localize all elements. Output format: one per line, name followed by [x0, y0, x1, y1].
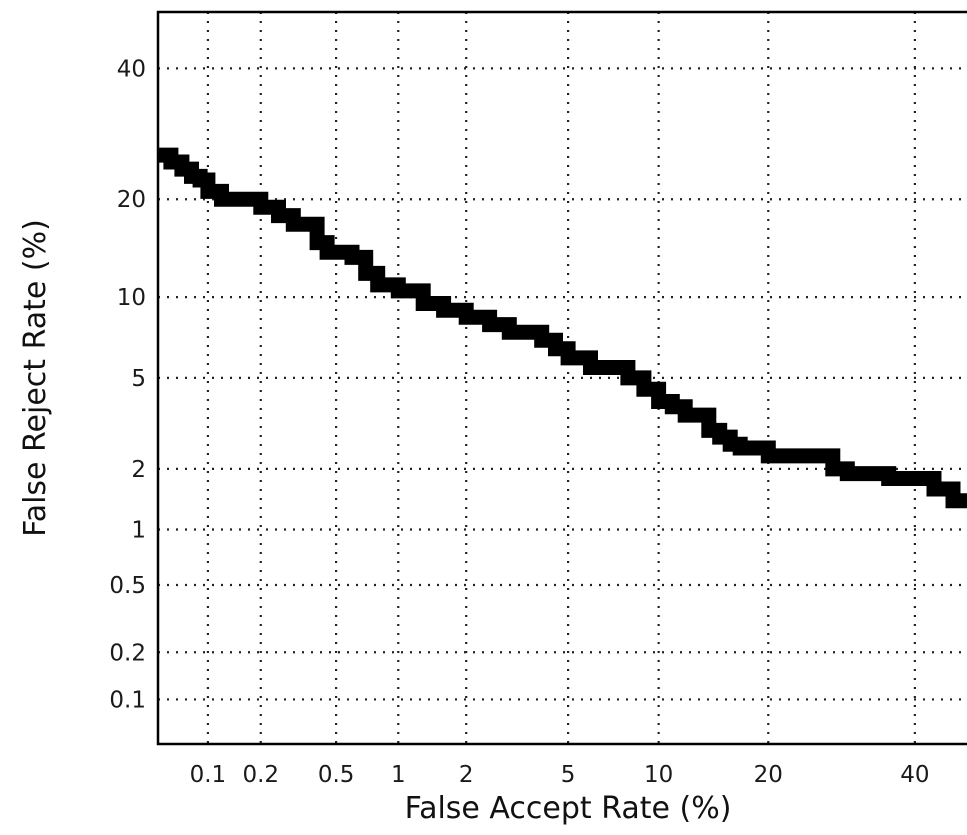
x-tick-label: 0.5 [318, 762, 355, 788]
x-tick-labels: 0.1 0.2 0.5 1 2 5 10 20 40 [190, 762, 930, 788]
x-tick-label: 0.1 [190, 762, 227, 788]
x-tick-label: 2 [459, 762, 474, 788]
y-tick-label: 0.1 [109, 687, 146, 713]
x-tick-label: 5 [561, 762, 576, 788]
det-curve-series [158, 147, 967, 509]
x-axis-title: False Accept Rate (%) [405, 791, 732, 826]
grid-lines [158, 12, 967, 744]
x-tick-label: 20 [754, 762, 783, 788]
y-tick-label: 0.5 [109, 573, 146, 599]
x-tick-label: 1 [391, 762, 406, 788]
y-tick-label: 20 [117, 187, 146, 213]
y-tick-label: 1 [131, 518, 146, 544]
y-tick-labels: 0.1 0.2 0.5 1 2 5 10 20 40 [109, 56, 146, 713]
x-tick-label: 10 [644, 762, 673, 788]
y-axis-title: False Reject Rate (%) [18, 219, 53, 537]
x-tick-label: 0.2 [242, 762, 279, 788]
y-tick-label: 5 [131, 366, 146, 392]
plot-frame [156, 10, 967, 746]
y-tick-label: 40 [117, 56, 146, 82]
y-tick-label: 0.2 [109, 640, 146, 666]
y-tick-label: 2 [131, 457, 146, 483]
x-tick-label: 40 [900, 762, 929, 788]
y-tick-label: 10 [117, 285, 146, 311]
